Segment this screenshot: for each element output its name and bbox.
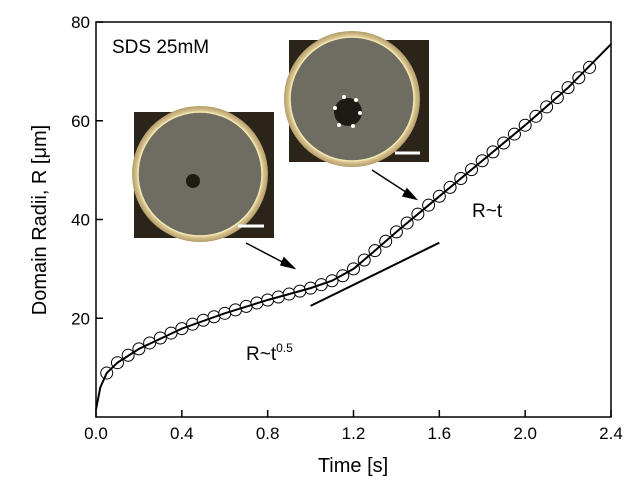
x-tick-label: 2.0 [513,424,537,443]
y-axis-label: Domain Radii, R [μm] [29,125,51,315]
x-tick-label: 1.6 [428,424,452,443]
y-tick-label: 80 [71,13,90,32]
sqrt-label: R~t0.5 [246,341,293,365]
inset-1 [132,106,274,242]
x-axis-label: Time [s] [318,455,388,477]
slope-label: R~t [472,201,503,222]
inset-2 [284,31,429,167]
data-point [583,60,597,74]
fit-line [95,43,612,410]
x-tick-label: 1.2 [342,424,366,443]
y-tick-label: 60 [71,112,90,131]
x-tick-label: 0.8 [256,424,280,443]
sample-label: SDS 25mM [112,37,209,58]
fit-line [310,241,440,307]
x-tick-label: 0.0 [84,424,108,443]
y-tick-label: 20 [71,309,90,328]
arrows [245,169,419,270]
y-tick-label: 40 [71,211,90,230]
sqrt-base: R~t [246,344,277,365]
x-tick-label: 2.4 [599,424,623,443]
sqrt-exp: 0.5 [276,341,293,355]
x-tick-label: 0.4 [170,424,194,443]
